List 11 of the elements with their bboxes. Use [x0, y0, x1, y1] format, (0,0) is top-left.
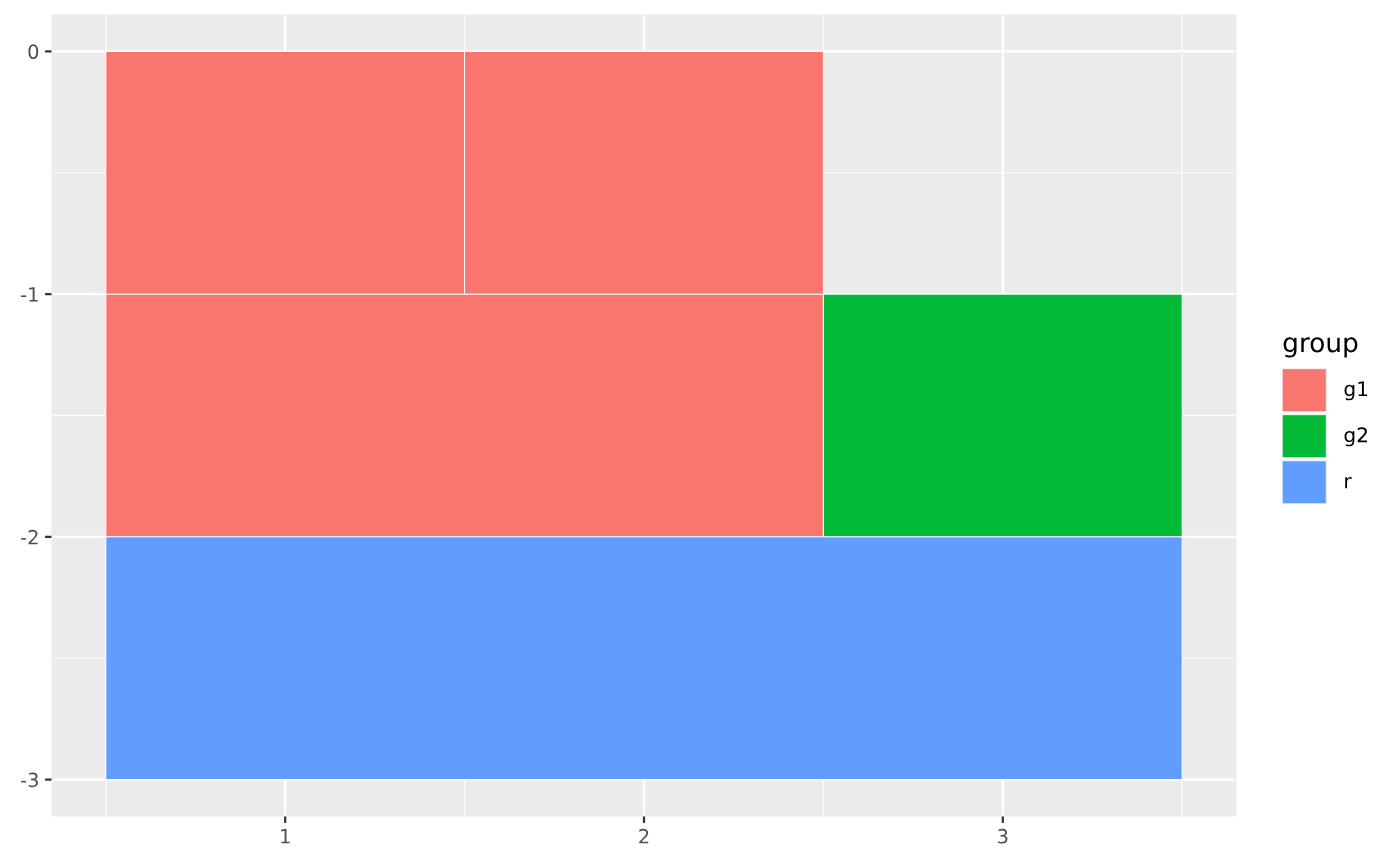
- legend-title: group: [1283, 337, 1358, 358]
- y-tick-label: -2: [21, 529, 38, 545]
- y-tick-label: -1: [21, 287, 38, 302]
- x-tick-label: 1: [281, 829, 290, 844]
- legend-label: g1: [1344, 381, 1368, 401]
- legend-label: r: [1345, 476, 1352, 489]
- legend-label: g2: [1344, 427, 1367, 447]
- x-tick-label: 2: [639, 828, 649, 844]
- y-tick-label: 0: [28, 44, 39, 60]
- y-tick-label: -3: [21, 772, 38, 788]
- x-tick-label: 3: [998, 828, 1008, 844]
